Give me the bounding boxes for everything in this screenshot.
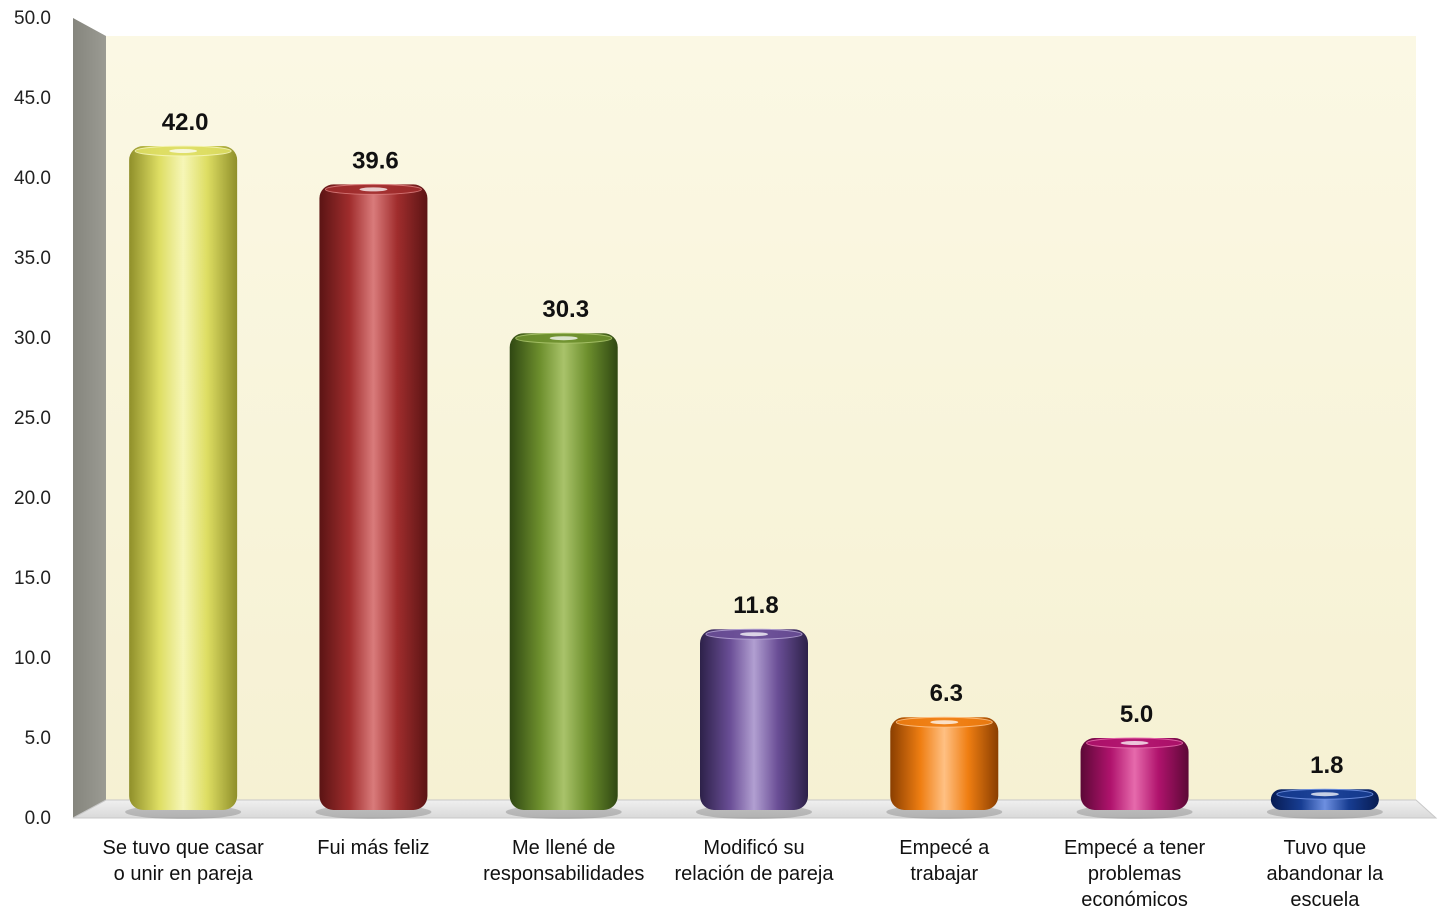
bar-glint [1310,792,1339,797]
bar-glint [169,149,198,153]
y-tick-label: 5.0 [25,728,51,749]
y-tick-label: 10.0 [14,648,51,669]
data-label: 11.8 [733,592,778,619]
side-wall [73,18,106,818]
data-labels: 42.0 39.6 30.3 11.8 6.3 5.0 1.8 [162,109,1344,779]
y-tick-label: 20.0 [14,488,51,509]
back-wall [106,36,1416,800]
data-label: 6.3 [930,680,963,707]
data-label: 1.8 [1310,752,1343,779]
bar [700,629,808,810]
y-tick-label: 0.0 [25,808,51,829]
y-tick-label: 15.0 [14,568,51,589]
data-label: 5.0 [1120,701,1153,728]
x-tick-label: Se tuvo que casar o unir en pareja [103,837,265,885]
x-tick-label: Empecé a trabajar [899,837,990,885]
bar-glint [359,187,388,192]
bar-glint [1120,741,1149,745]
plot-background [72,18,1438,819]
bar-glint [740,632,768,637]
bars [125,145,1383,819]
bar [319,184,428,810]
y-tick-label: 45.0 [14,88,51,109]
x-tick-label: Me llené de responsabilidades [483,837,644,885]
y-tick-label: 35.0 [14,248,51,269]
y-tick-label: 30.0 [14,328,51,349]
bar [509,333,618,810]
y-tick-label: 50.0 [14,8,51,29]
x-tick-label: Empecé a tener problemas económicos [1064,837,1206,910]
y-tick-label: 25.0 [14,408,51,429]
bar [890,717,999,810]
x-tick-label: Tuvo que abandonar la escuela [1266,837,1384,910]
x-axis: Se tuvo que casar o unir en pareja Fui más… [103,837,1385,911]
data-label: 42.0 [162,109,209,136]
data-label: 39.6 [352,147,399,174]
bar-glint [549,336,578,341]
bar [129,146,238,810]
bar-glint [930,720,959,725]
data-label: 30.3 [542,296,589,323]
x-tick-label: Fui más feliz [317,837,429,859]
y-tick-label: 40.0 [14,168,51,189]
y-axis: 0.0 5.0 10.0 15.0 20.0 25.0 30.0 35.0 40.0 45.0 50… [14,8,51,829]
x-tick-label: Modificó su relación de pareja [675,837,835,885]
bar [1080,738,1189,810]
